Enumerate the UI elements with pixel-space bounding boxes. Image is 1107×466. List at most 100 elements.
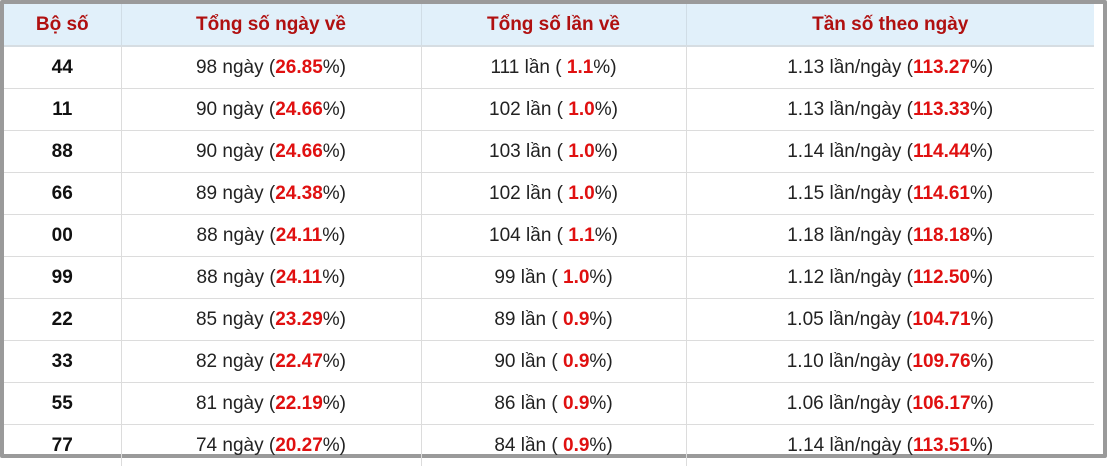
cell-text: %) [595,225,618,246]
percent-value: 24.11 [276,225,323,246]
stat-cell: 89 ngày (24.38%) [121,173,421,215]
percent-value: 24.11 [276,267,323,288]
number-cell: 99 [4,257,121,299]
percent-value: 1.0 [568,99,594,120]
percent-value: 1.0 [568,183,594,204]
number-cell: 77 [4,425,121,466]
number-cell: 55 [4,383,121,425]
cell-text: %) [595,141,618,162]
stat-cell: 1.13 lần/ngày (113.27%) [686,46,1094,89]
number-cell: 88 [4,131,121,173]
cell-text: %) [971,351,994,372]
percent-value: 1.0 [568,141,594,162]
cell-text: 1.10 lần/ngày ( [787,351,913,372]
stat-cell: 90 ngày (24.66%) [121,89,421,131]
percent-value: 114.44 [913,141,970,162]
cell-text: 88 ngày ( [197,267,276,288]
header-cell: Tổng số lần về [421,4,686,46]
cell-text: 111 lần ( [490,57,566,78]
percent-value: 20.27 [275,435,323,456]
stat-cell: 84 lần ( 0.9%) [421,425,686,466]
header-cell: Bộ số [4,4,121,46]
cell-text: %) [323,99,346,120]
cell-text: 90 lần ( [494,351,563,372]
cell-text: %) [970,435,993,456]
cell-text: 1.05 lần/ngày ( [787,309,913,330]
percent-value: 24.38 [275,183,323,204]
cell-text: 102 lần ( [489,99,568,120]
cell-text: %) [971,393,994,414]
percent-value: 23.29 [275,309,323,330]
cell-text: 74 ngày ( [196,435,275,456]
cell-text: %) [323,309,346,330]
cell-text: %) [589,351,612,372]
percent-value: 118.18 [913,225,970,246]
stat-cell: 88 ngày (24.11%) [121,257,421,299]
stat-cell: 85 ngày (23.29%) [121,299,421,341]
cell-text: %) [322,267,345,288]
percent-value: 22.47 [275,351,323,372]
cell-text: %) [323,141,346,162]
cell-text: 86 lần ( [494,393,563,414]
stat-cell: 82 ngày (22.47%) [121,341,421,383]
number-cell: 33 [4,341,121,383]
cell-text: 103 lần ( [489,141,568,162]
cell-text: %) [970,99,993,120]
cell-text: %) [970,183,993,204]
percent-value: 114.61 [913,183,970,204]
cell-text: %) [323,351,346,372]
cell-text: 1.15 lần/ngày ( [787,183,913,204]
stat-cell: 1.14 lần/ngày (114.44%) [686,131,1094,173]
cell-text: %) [323,393,346,414]
cell-text: 1.14 lần/ngày ( [787,141,913,162]
percent-value: 0.9 [563,351,589,372]
cell-text: 102 lần ( [489,183,568,204]
stat-cell: 1.05 lần/ngày (104.71%) [686,299,1094,341]
stat-cell: 111 lần ( 1.1%) [421,46,686,89]
stat-cell: 81 ngày (22.19%) [121,383,421,425]
cell-text: %) [595,99,618,120]
stat-cell: 74 ngày (20.27%) [121,425,421,466]
stat-cell: 1.12 lần/ngày (112.50%) [686,257,1094,299]
cell-text: 88 ngày ( [197,225,276,246]
cell-text: %) [589,267,612,288]
percent-value: 113.33 [913,99,970,120]
percent-value: 104.71 [912,309,970,330]
cell-text: %) [323,183,346,204]
stat-cell: 86 lần ( 0.9%) [421,383,686,425]
cell-text: %) [323,57,346,78]
cell-text: 84 lần ( [494,435,563,456]
cell-text: 82 ngày ( [196,351,275,372]
cell-text: %) [322,225,345,246]
stat-cell: 1.18 lần/ngày (118.18%) [686,215,1094,257]
cell-text: %) [970,267,993,288]
cell-text: 1.13 lần/ngày ( [787,99,913,120]
stat-cell: 90 lần ( 0.9%) [421,341,686,383]
cell-text: 1.12 lần/ngày ( [787,267,913,288]
cell-text: 89 lần ( [494,309,563,330]
cell-text: 1.14 lần/ngày ( [787,435,913,456]
header-cell: Tần số theo ngày [686,4,1094,46]
stat-cell: 1.10 lần/ngày (109.76%) [686,341,1094,383]
cell-text: 99 lần ( [494,267,563,288]
stat-cell: 98 ngày (26.85%) [121,46,421,89]
percent-value: 113.51 [913,435,970,456]
percent-value: 109.76 [912,351,970,372]
cell-text: %) [970,57,993,78]
stat-cell: 102 lần ( 1.0%) [421,89,686,131]
stat-cell: 1.15 lần/ngày (114.61%) [686,173,1094,215]
stat-cell: 99 lần ( 1.0%) [421,257,686,299]
cell-text: %) [970,141,993,162]
stat-cell: 88 ngày (24.11%) [121,215,421,257]
